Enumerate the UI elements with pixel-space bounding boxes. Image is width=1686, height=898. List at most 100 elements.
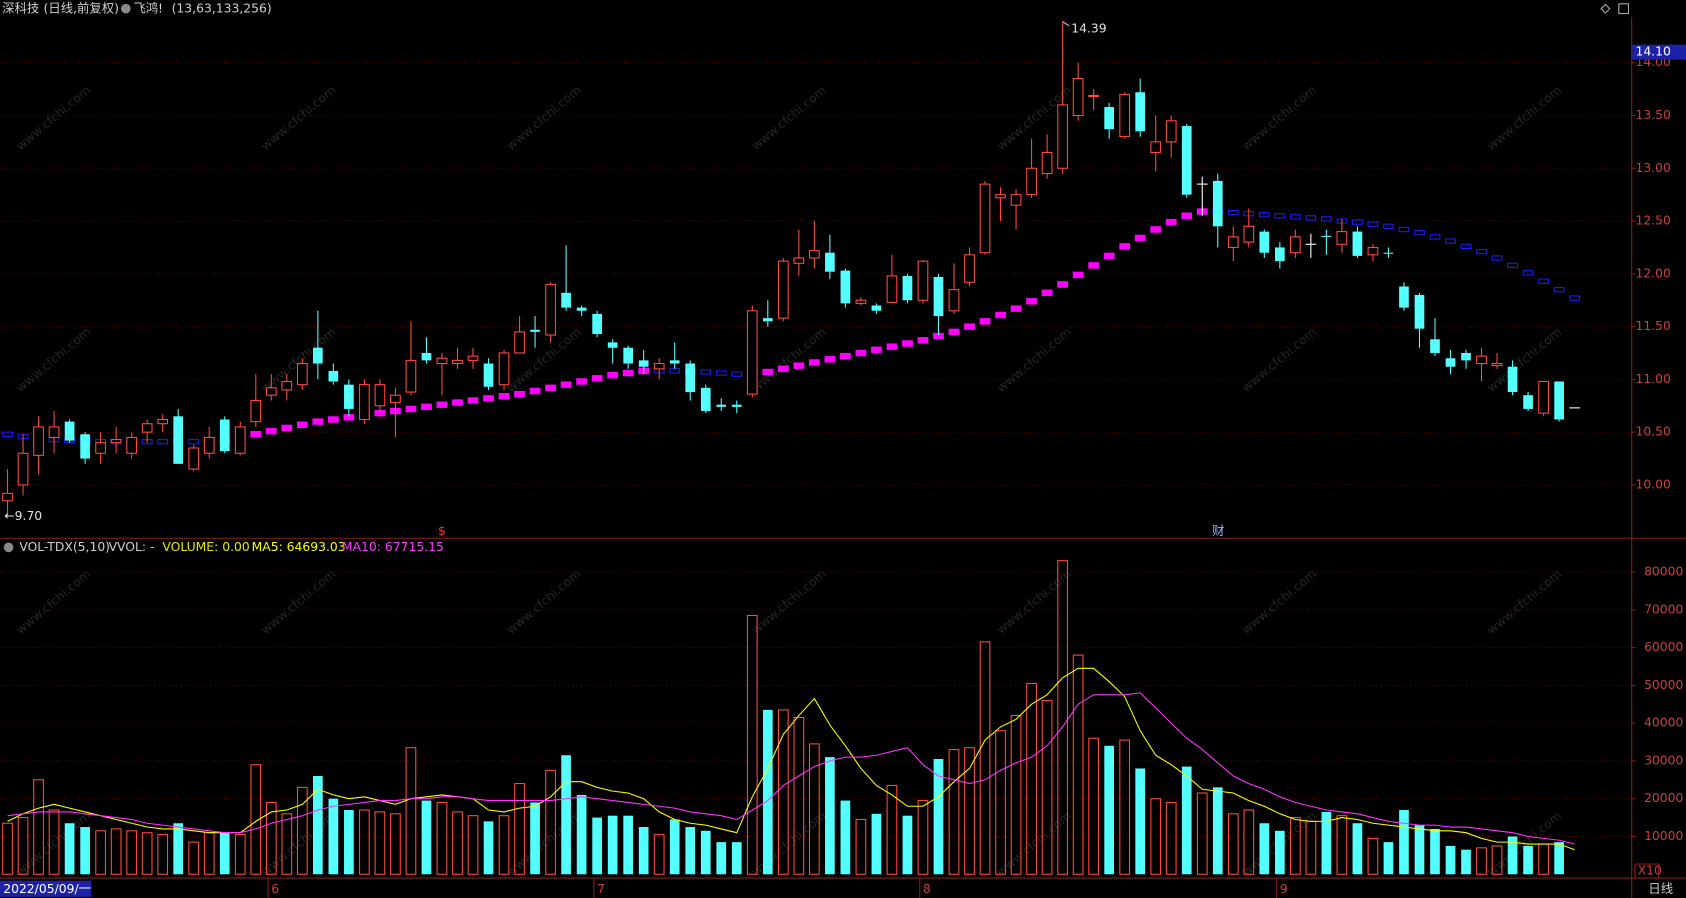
candle-body xyxy=(948,289,960,312)
volume-bar xyxy=(607,815,618,875)
candle-body xyxy=(871,305,882,311)
indicator-block xyxy=(808,359,820,366)
legend-entry: MA10: 67715.15 xyxy=(342,540,444,554)
candle-body xyxy=(1289,236,1301,254)
volume-bar xyxy=(1243,809,1255,875)
indicator-block xyxy=(777,365,789,373)
y-tick-label: 10.50 xyxy=(1635,425,1671,439)
volume-bar xyxy=(825,757,835,875)
candle-body xyxy=(530,329,540,332)
candle-body xyxy=(188,447,200,470)
candle-body xyxy=(808,250,820,259)
indicator-icon[interactable] xyxy=(120,3,131,14)
indicator-block xyxy=(1538,278,1549,284)
volume-bar xyxy=(2,822,13,875)
indicator-block xyxy=(715,370,727,376)
indicator-block xyxy=(933,332,944,340)
volume-bar xyxy=(1554,842,1564,875)
volume-bar xyxy=(1041,699,1053,875)
indicator-block xyxy=(1150,226,1162,233)
indicator-block xyxy=(188,438,200,445)
candle-body xyxy=(48,426,60,438)
candle-body xyxy=(498,352,510,386)
candle-body xyxy=(1399,286,1409,308)
indicator-block xyxy=(855,349,867,357)
candle-body xyxy=(359,384,370,421)
candle-body xyxy=(1243,225,1255,243)
y-tick-label: 12.50 xyxy=(1635,214,1671,228)
period-label[interactable]: 日线 xyxy=(1648,882,1673,896)
volume-bar xyxy=(995,730,1006,875)
volume-bar xyxy=(886,784,898,875)
indicator-block xyxy=(374,409,386,417)
candle-body xyxy=(17,452,29,486)
candle-body xyxy=(840,270,851,304)
volume-subtitle: VVOL: - xyxy=(109,540,155,554)
candle-body xyxy=(1135,92,1146,132)
candle-body xyxy=(793,257,805,264)
indicator-block xyxy=(1383,223,1394,230)
indicator-title[interactable]: 飞鸿! (13,63,133,256) xyxy=(133,0,271,15)
candle-body xyxy=(1088,94,1100,98)
volume-bar xyxy=(359,809,370,875)
volume-bar xyxy=(530,802,540,875)
candle-body xyxy=(250,399,262,423)
volume-bar xyxy=(871,813,882,875)
candle-body xyxy=(777,260,789,319)
volume-bar xyxy=(731,842,742,875)
indicator-block xyxy=(312,418,324,425)
volume-bar xyxy=(173,823,184,875)
y-tick-label: 13.00 xyxy=(1635,161,1671,175)
unit-label: X10 xyxy=(1638,864,1662,878)
volume-bar xyxy=(1336,815,1348,875)
ma-line xyxy=(7,667,1575,851)
volume-bar xyxy=(452,811,463,875)
volume-bar xyxy=(1072,654,1084,875)
candle-body xyxy=(1026,167,1037,196)
volume-bar xyxy=(700,830,711,875)
candle-body xyxy=(700,387,711,412)
volume-bar xyxy=(638,827,649,875)
candle-body xyxy=(33,426,44,456)
window-icon[interactable] xyxy=(1618,3,1630,15)
indicator-block xyxy=(250,431,262,438)
indicator-icon[interactable] xyxy=(3,542,14,553)
candle-body xyxy=(1305,243,1317,245)
volume-bar xyxy=(777,709,789,875)
indicator-block xyxy=(327,416,339,423)
volume-bar xyxy=(1461,849,1471,875)
y-tick-label: 10000 xyxy=(1644,829,1683,843)
volume-bar xyxy=(1196,792,1208,875)
indicator-block xyxy=(1026,298,1037,305)
indicator-block xyxy=(1491,255,1503,261)
candle-body xyxy=(64,421,75,441)
candle-body xyxy=(886,275,898,303)
volume-bar xyxy=(1445,845,1456,875)
indicator-block xyxy=(1476,248,1487,255)
indicator-block xyxy=(514,390,525,398)
stock-mode: (日线,前复权) xyxy=(44,0,119,15)
candle-body xyxy=(1430,339,1440,353)
window-icon[interactable] xyxy=(1600,3,1611,14)
indicator-block xyxy=(1181,212,1193,219)
event-marker[interactable]: 财 xyxy=(1212,524,1224,538)
volume-bar xyxy=(467,815,479,875)
indicator-block xyxy=(1305,215,1317,221)
candle-body xyxy=(1554,381,1564,420)
volume-bar xyxy=(1274,830,1285,875)
candle-body xyxy=(1104,107,1114,130)
candle-body xyxy=(483,363,494,387)
volume-bar xyxy=(1321,811,1332,875)
volume-bar xyxy=(1523,845,1533,875)
indicator-block xyxy=(1522,270,1534,276)
event-marker[interactable]: $ xyxy=(438,524,446,538)
volume-bar xyxy=(808,743,820,875)
y-tick-label: 12.00 xyxy=(1635,266,1671,280)
indicator-block xyxy=(1258,212,1270,218)
candle-body xyxy=(762,318,773,322)
candle-body xyxy=(452,359,463,365)
volume-bar xyxy=(561,755,571,875)
candle-body xyxy=(2,492,13,502)
